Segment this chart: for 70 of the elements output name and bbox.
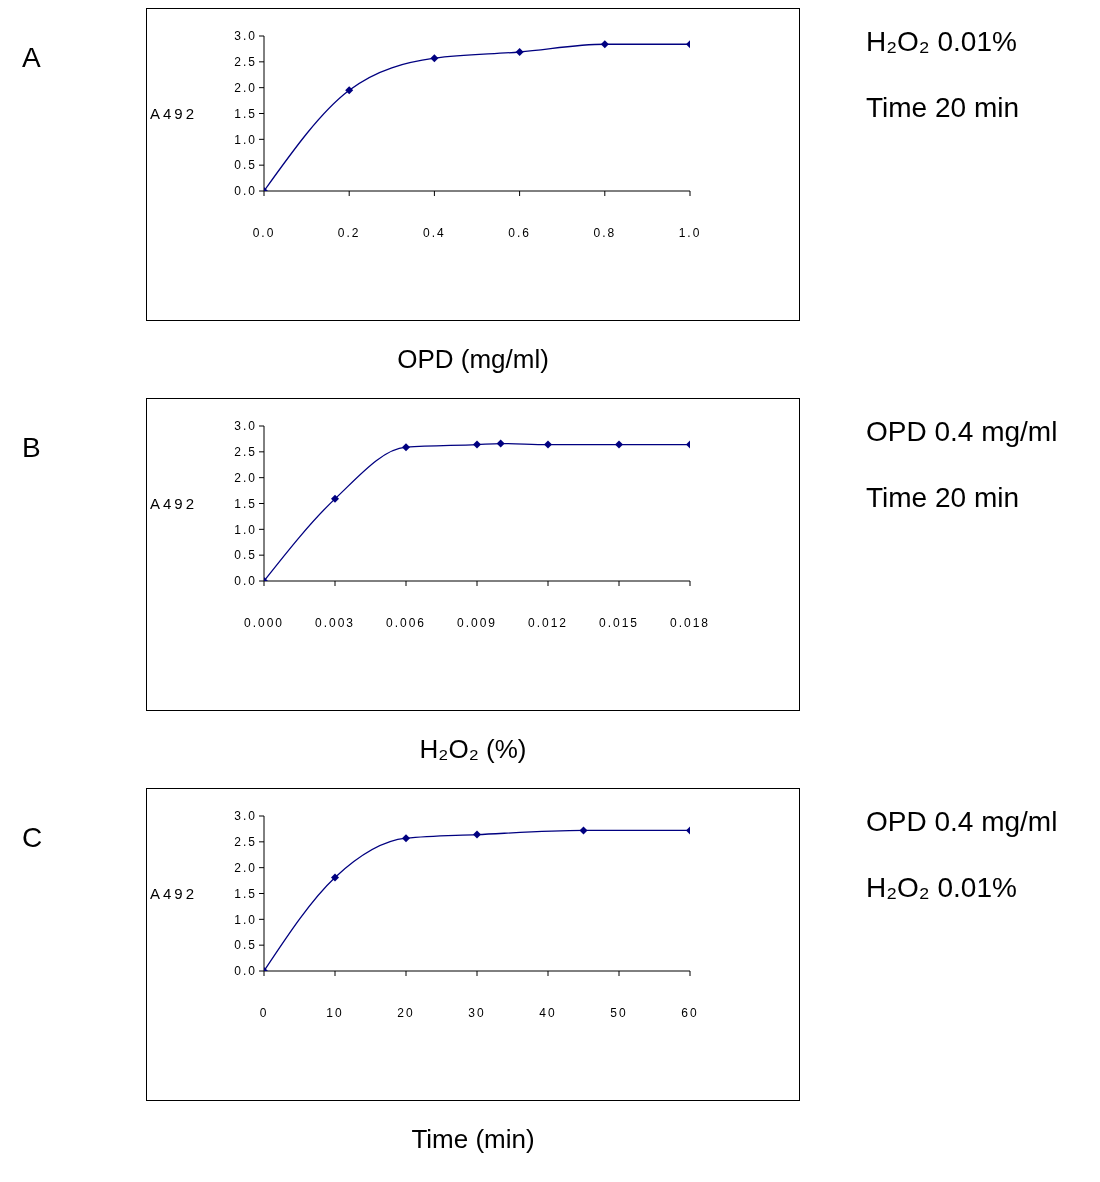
- point: [496, 439, 505, 448]
- point: [473, 440, 481, 449]
- x-tick-label: 0.012: [527, 615, 569, 630]
- x-tick-label: 50: [610, 1005, 628, 1020]
- y-tick-label: 2.0: [234, 80, 257, 95]
- y-axis-title: A492: [150, 104, 198, 122]
- x-tick-label: 0.2: [337, 225, 361, 240]
- y-tick-label: 2.0: [234, 470, 257, 485]
- x-tick-label: 0.6: [508, 225, 531, 240]
- text: Time 20 min: [866, 482, 1020, 514]
- y-tick-label: 1.0: [234, 522, 257, 537]
- y-tick-label: 0.0: [234, 574, 257, 589]
- x-tick-label: 0.009: [456, 615, 498, 630]
- text: A: [22, 42, 41, 74]
- text: H₂O₂ 0.01%: [866, 26, 1017, 58]
- x-tick-label: 0.0: [252, 225, 276, 240]
- x-axis-title: OPD (mg/ml): [396, 344, 550, 375]
- y-tick-label: 0.5: [234, 158, 257, 173]
- y-tick-label: 3.0: [234, 29, 257, 44]
- x-tick-label: 30: [468, 1005, 486, 1020]
- text: H₂O₂ 0.01%: [866, 872, 1017, 904]
- point: [579, 826, 588, 835]
- y-tick-label: 1.5: [234, 886, 257, 901]
- x-tick-label: 40: [539, 1005, 557, 1020]
- y-tick-label: 0.5: [234, 548, 257, 563]
- y-tick-label: 0.0: [234, 964, 257, 979]
- text: Time 20 min: [866, 92, 1020, 124]
- x-tick-label: 60: [681, 1005, 699, 1020]
- point: [473, 830, 481, 839]
- y-tick-label: 1.5: [234, 496, 257, 511]
- y-tick-label: 0.0: [234, 184, 257, 199]
- point: [615, 440, 623, 449]
- y-tick-label: 3.0: [234, 419, 257, 434]
- x-tick-label: 0.4: [423, 225, 446, 240]
- x-tick-label: 0.8: [593, 225, 617, 240]
- x-tick-label: 0.003: [314, 615, 356, 630]
- y-tick-label: 1.0: [234, 132, 257, 147]
- y-axis-title: A492: [150, 494, 198, 512]
- point: [331, 873, 339, 882]
- x-tick-label: 20: [397, 1005, 415, 1020]
- y-tick-label: 0.5: [234, 938, 257, 953]
- point: [600, 40, 609, 49]
- y-tick-label: 2.0: [234, 860, 257, 875]
- point: [402, 443, 410, 452]
- x-tick-label: 1.0: [678, 225, 702, 240]
- x-axis-title: H₂O₂ (%): [418, 734, 528, 765]
- y-tick-label: 2.5: [234, 55, 257, 70]
- point: [331, 494, 339, 503]
- x-axis-title: Time (min): [410, 1124, 536, 1155]
- text: C: [22, 822, 43, 854]
- text: OPD 0.4 mg/ml: [866, 416, 1058, 448]
- y-tick-label: 2.5: [234, 835, 257, 850]
- y-tick-label: 2.5: [234, 445, 257, 460]
- y-tick-label: 3.0: [234, 809, 257, 824]
- x-tick-label: 0.006: [385, 615, 427, 630]
- text: B: [22, 432, 41, 464]
- x-tick-label: 0.018: [669, 615, 711, 630]
- y-tick-label: 1.5: [234, 106, 257, 121]
- point: [515, 48, 524, 57]
- x-tick-label: 0: [259, 1005, 269, 1020]
- x-tick-label: 10: [326, 1005, 344, 1020]
- y-axis-title: A492: [150, 884, 198, 902]
- point: [402, 834, 410, 843]
- point: [544, 440, 552, 449]
- y-tick-label: 1.0: [234, 912, 257, 927]
- point: [430, 54, 439, 63]
- x-tick-label: 0.000: [243, 615, 285, 630]
- point: [345, 86, 354, 95]
- x-tick-label: 0.015: [598, 615, 640, 630]
- text: OPD 0.4 mg/ml: [866, 806, 1058, 838]
